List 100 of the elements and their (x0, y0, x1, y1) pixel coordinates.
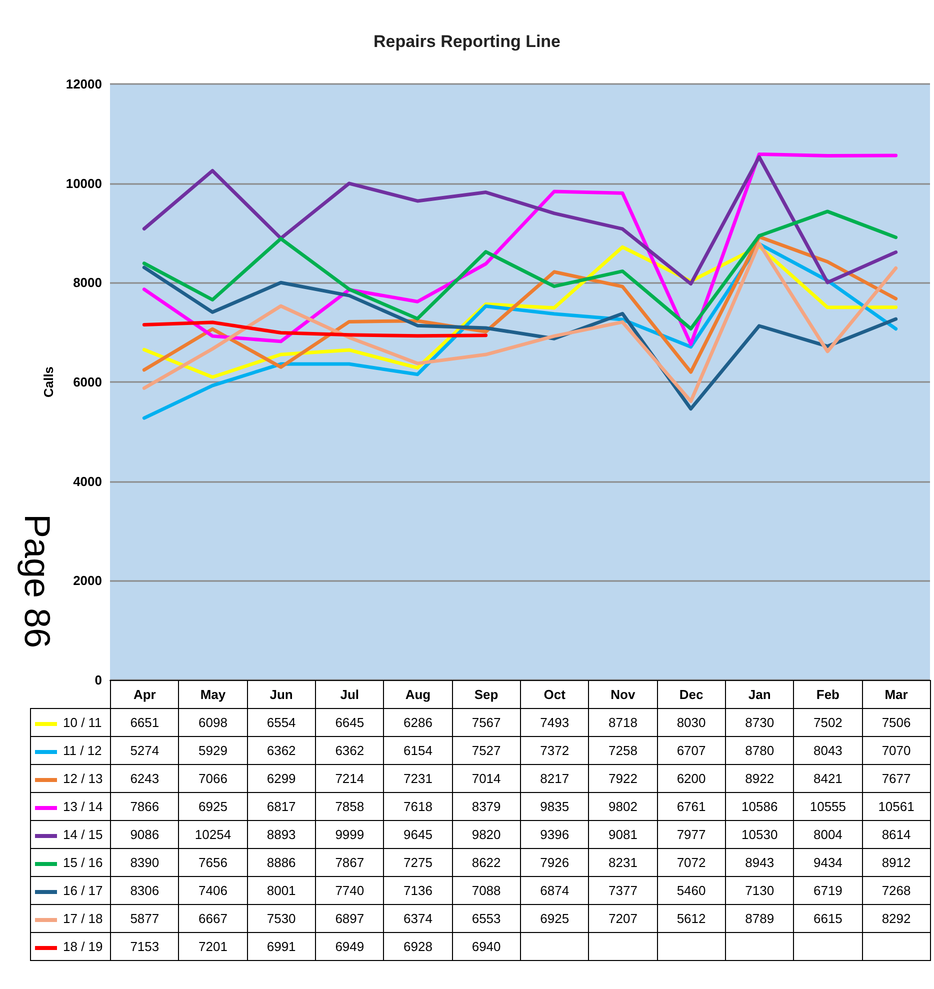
data-label: 7207 (588, 904, 658, 932)
data-label: 7088 (452, 876, 520, 904)
data-label: 8622 (452, 848, 520, 876)
data-label: 7372 (520, 736, 589, 764)
data-label: 7153 (110, 932, 179, 960)
data-label: 8789 (725, 904, 794, 932)
data-label: 6925 (520, 904, 589, 932)
legend-label: 16 / 17 (63, 883, 103, 898)
data-label: 6707 (657, 736, 726, 764)
y-tick-label: 4000 (73, 474, 102, 489)
data-label: 10561 (862, 792, 930, 820)
y-tick-label: 12000 (66, 76, 102, 92)
data-label: 6645 (315, 708, 384, 736)
y-tick-label: 0 (94, 672, 102, 688)
line-series (142, 155, 898, 286)
x-tick-label: Jun (247, 680, 316, 708)
y-tick-label: 8000 (73, 275, 102, 290)
data-label: 7866 (110, 792, 179, 820)
data-label: 6719 (794, 876, 862, 904)
data-label: 6374 (384, 904, 452, 932)
data-label: 8718 (588, 708, 658, 736)
x-tick-label: Oct (520, 680, 589, 708)
data-label: 7268 (862, 876, 930, 904)
data-label: 7867 (315, 848, 384, 876)
data-label: 7066 (178, 764, 248, 792)
data-label: 7618 (384, 792, 452, 820)
data-label: 7530 (247, 904, 316, 932)
data-label: 7506 (862, 708, 930, 736)
data-label: 6928 (384, 932, 452, 960)
data-label: 8893 (247, 820, 316, 848)
data-label: 7072 (657, 848, 726, 876)
data-label: 8217 (520, 764, 589, 792)
data-label: 10555 (794, 792, 862, 820)
data-label: 10530 (725, 820, 794, 848)
data-label: 8614 (862, 820, 930, 848)
data-label: 5877 (110, 904, 179, 932)
data-label: 6897 (315, 904, 384, 932)
data-label: 7377 (588, 876, 658, 904)
data-label: 8231 (588, 848, 658, 876)
data-label: 7858 (315, 792, 384, 820)
data-label: 6925 (178, 792, 248, 820)
data-label: 9802 (588, 792, 658, 820)
data-label: 6362 (315, 736, 384, 764)
legend-label: 15 / 16 (63, 855, 103, 870)
data-label: 9081 (588, 820, 658, 848)
legend-label: 12 / 13 (63, 771, 103, 786)
y-tick-label: 10000 (66, 176, 102, 191)
y-axis-title: Calls (40, 366, 56, 398)
data-label: 10254 (178, 820, 248, 848)
data-label: 7567 (452, 708, 520, 736)
data-label: 9396 (520, 820, 589, 848)
data-label: 7136 (384, 876, 452, 904)
data-label: 8390 (110, 848, 179, 876)
data-label: 7677 (862, 764, 930, 792)
data-label: 8379 (452, 792, 520, 820)
data-label: 7070 (862, 736, 930, 764)
chart-title: Repairs Reporting Line (373, 32, 561, 51)
data-label: 7527 (452, 736, 520, 764)
x-tick-label: Sep (452, 680, 520, 708)
data-label: 7977 (657, 820, 726, 848)
line-series (142, 210, 898, 331)
data-label: 7740 (315, 876, 384, 904)
data-label: 7926 (520, 848, 589, 876)
data-label: 5274 (110, 736, 179, 764)
data-label: 7502 (794, 708, 862, 736)
data-label: 7656 (178, 848, 248, 876)
data-label: 6553 (452, 904, 520, 932)
legend-label: 11 / 12 (63, 743, 102, 758)
data-label: 8730 (725, 708, 794, 736)
data-label: 7014 (452, 764, 520, 792)
data-label: 6949 (315, 932, 384, 960)
data-label: 8030 (657, 708, 726, 736)
data-label: 6200 (657, 764, 726, 792)
x-tick-label: Dec (657, 680, 726, 708)
data-label: 5929 (178, 736, 248, 764)
data-label: 6940 (452, 932, 520, 960)
data-label: 6991 (247, 932, 316, 960)
x-tick-label: Aug (384, 680, 452, 708)
data-label: 10586 (725, 792, 794, 820)
y-tick-label: 6000 (73, 374, 102, 390)
data-label: 6651 (110, 708, 179, 736)
data-label: 8922 (725, 764, 794, 792)
data-label: 7214 (315, 764, 384, 792)
x-tick-label: Mar (862, 680, 930, 708)
line-series (142, 320, 488, 338)
data-label: 9086 (110, 820, 179, 848)
data-label: 6098 (178, 708, 248, 736)
x-tick-label: May (178, 680, 248, 708)
legend-label: 14 / 15 (63, 827, 103, 842)
data-label: 6554 (247, 708, 316, 736)
data-label: 6874 (520, 876, 589, 904)
data-label: 7231 (384, 764, 452, 792)
data-label: 6286 (384, 708, 452, 736)
data-label: 5460 (657, 876, 726, 904)
x-tick-label: Apr (110, 680, 179, 708)
data-label: 7275 (384, 848, 452, 876)
legend-label: 13 / 14 (63, 799, 103, 814)
text: Page 86 (16, 514, 58, 648)
data-label: 6761 (657, 792, 726, 820)
data-label: 8912 (862, 848, 930, 876)
